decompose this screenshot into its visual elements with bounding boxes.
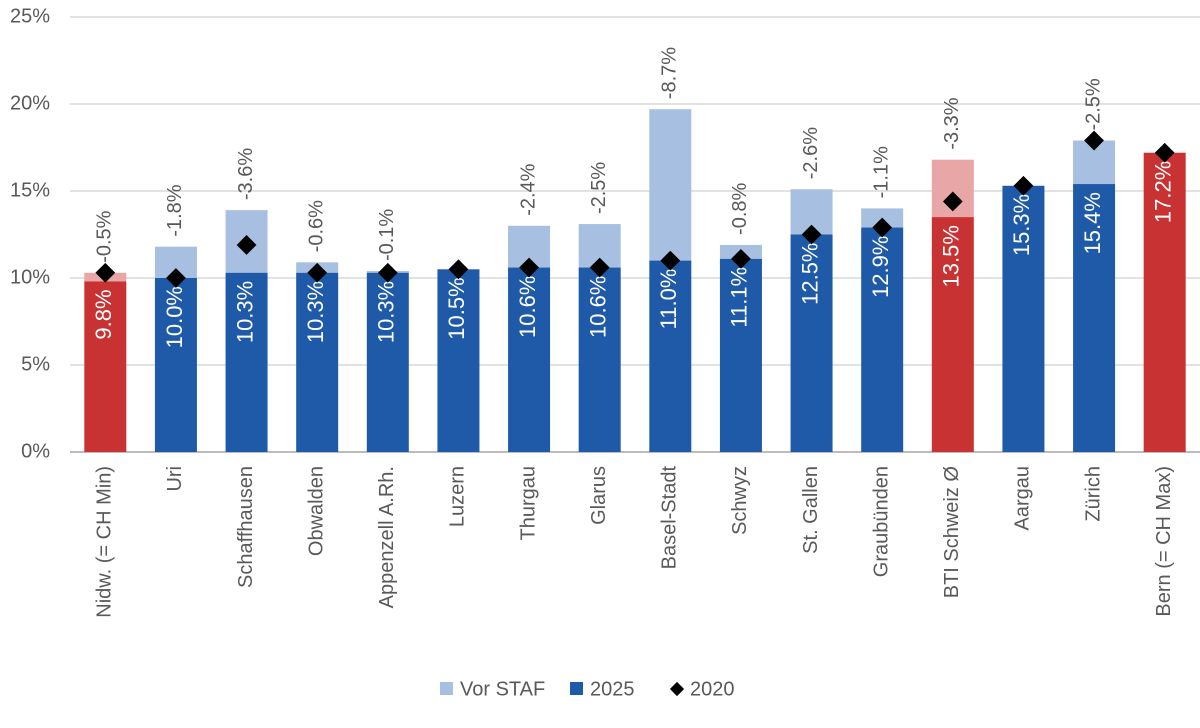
y-tick-label: 25% xyxy=(10,5,50,27)
y-tick-label: 10% xyxy=(10,266,50,288)
x-tick-label: Bern (= CH Max) xyxy=(1153,466,1175,617)
bar xyxy=(225,272,268,452)
y-tick-label: 20% xyxy=(10,92,50,114)
bar xyxy=(508,267,551,452)
marker xyxy=(377,262,398,283)
bar xyxy=(296,272,339,452)
value-label: 10.5% xyxy=(444,277,469,339)
value-label: 10.3% xyxy=(232,281,257,343)
value-label: 12.5% xyxy=(797,243,822,305)
marker xyxy=(236,235,257,255)
value-label: 10.3% xyxy=(374,281,399,343)
value-label: -3.3% xyxy=(941,97,963,149)
value-label: -3.6% xyxy=(235,148,257,200)
value-label: 13.5% xyxy=(939,225,964,287)
value-label: -0.8% xyxy=(729,182,751,234)
x-tick-label: BTI Schweiz Ø xyxy=(941,466,963,598)
x-tick-label: Aargau xyxy=(1012,466,1034,531)
value-label: 11.1% xyxy=(727,267,752,328)
bar xyxy=(719,258,762,452)
x-tick-label: Basel-Stadt xyxy=(659,466,681,570)
bar xyxy=(1073,184,1116,453)
x-tick-label: Obwalden xyxy=(305,466,327,556)
value-label: 10.0% xyxy=(162,286,187,348)
value-label: 12.9% xyxy=(868,236,893,298)
value-label: -1.8% xyxy=(164,184,186,236)
x-tick-label: Zürich xyxy=(1082,466,1104,522)
x-tick-label: Uri xyxy=(164,466,186,492)
bar xyxy=(578,267,621,452)
value-label: -0.1% xyxy=(376,209,398,261)
bar xyxy=(649,260,692,452)
legend-label: 2025 xyxy=(590,678,635,700)
value-label: -8.7% xyxy=(659,47,681,99)
value-label: 11.0% xyxy=(656,269,681,330)
bar-segment xyxy=(649,109,692,261)
x-tick-label: St. Gallen xyxy=(800,466,822,554)
marker xyxy=(1154,142,1175,163)
y-tick-label: 5% xyxy=(21,353,50,375)
marker xyxy=(307,262,328,283)
value-label: 10.6% xyxy=(586,276,611,338)
x-tick-label: Schwyz xyxy=(729,466,751,535)
bar xyxy=(1002,185,1045,452)
x-tick-label: Schaffhausen xyxy=(235,466,257,588)
bar xyxy=(861,227,904,452)
legend-marker xyxy=(669,681,685,697)
value-label: -2.5% xyxy=(1082,78,1104,130)
legend-swatch xyxy=(570,682,583,695)
value-label: -2.5% xyxy=(588,162,610,214)
value-label: -0.5% xyxy=(94,210,116,262)
value-label: -2.6% xyxy=(800,127,822,179)
value-label: 15.4% xyxy=(1080,192,1105,254)
x-tick-label: Luzern xyxy=(447,466,469,527)
marker xyxy=(519,257,539,278)
marker xyxy=(1084,130,1104,151)
bar xyxy=(1143,152,1186,452)
legend-swatch xyxy=(440,682,453,695)
x-tick-label: Graubünden xyxy=(870,466,892,577)
value-label: 9.8% xyxy=(91,289,116,339)
bar xyxy=(154,278,197,452)
bar xyxy=(84,281,127,452)
value-label: 15.3% xyxy=(1009,194,1034,256)
x-tick-label: Nidw. (= CH Min) xyxy=(94,466,116,618)
marker xyxy=(589,257,610,278)
x-tick-label: Thurgau xyxy=(517,466,539,541)
marker xyxy=(95,262,116,283)
value-label: -2.4% xyxy=(517,163,539,215)
legend-label: Vor STAF xyxy=(460,678,545,700)
value-label: -0.6% xyxy=(305,200,327,252)
y-tick-label: 0% xyxy=(21,440,50,462)
value-label: 10.6% xyxy=(515,276,540,338)
value-label: 10.3% xyxy=(303,281,328,343)
x-tick-label: Appenzell A.Rh. xyxy=(376,466,398,608)
bar xyxy=(437,269,480,452)
bar xyxy=(790,234,833,452)
y-tick-label: 15% xyxy=(10,179,50,201)
marker xyxy=(448,259,469,280)
x-tick-label: Glarus xyxy=(588,466,610,525)
marker xyxy=(166,268,186,288)
bar xyxy=(366,272,409,452)
bar xyxy=(931,217,974,452)
value-label: -1.1% xyxy=(870,146,892,198)
legend-label: 2020 xyxy=(690,678,735,700)
value-label: 17.2% xyxy=(1151,161,1176,223)
